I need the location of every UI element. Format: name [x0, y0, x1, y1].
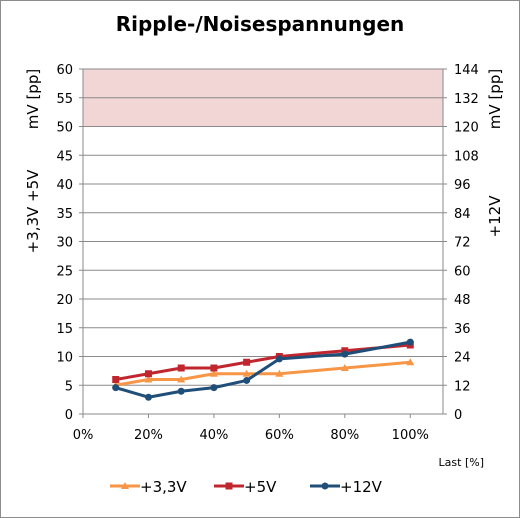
x-tick-label: 80% [330, 428, 359, 443]
x-axis-title: Last [%] [439, 456, 484, 469]
y-right-axis-title: +12V [486, 195, 504, 238]
data-point-33V [275, 369, 284, 377]
x-tick-label: 100% [392, 428, 429, 443]
data-point-12V [243, 376, 251, 384]
legend-marker-5V [225, 482, 233, 490]
data-point-33V [406, 358, 415, 366]
y-left-tick-label: 5 [65, 379, 73, 394]
y-left-tick-label: 50 [56, 121, 73, 136]
y-left-tick-label: 40 [56, 178, 73, 193]
data-point-33V [144, 375, 153, 383]
x-tick-label: 20% [134, 428, 163, 443]
y-right-tick-label: 36 [454, 322, 471, 337]
y-left-tick-label: 25 [56, 264, 73, 279]
y-right-tick-label: 84 [454, 207, 471, 222]
y-right-axis-unit: mV [pp] [486, 69, 504, 129]
data-point-5V [177, 364, 185, 372]
y-right-tick-label: 144 [454, 63, 479, 78]
data-point-12V [112, 384, 120, 392]
y-left-tick-label: 45 [56, 149, 73, 164]
data-point-33V [242, 369, 251, 377]
y-left-tick-label: 60 [56, 63, 73, 78]
data-point-33V [177, 375, 186, 383]
y-right-tick-label: 108 [454, 149, 479, 164]
y-left-tick-label: 35 [56, 207, 73, 222]
data-point-33V [340, 364, 349, 371]
data-point-33V [209, 369, 218, 377]
data-point-5V [112, 376, 120, 383]
y-right-tick-label: 0 [454, 408, 462, 423]
data-point-12V [341, 350, 349, 358]
y-left-tick-label: 10 [56, 351, 73, 366]
y-left-axis-unit: mV [pp] [24, 69, 42, 129]
y-right-tick-label: 72 [454, 236, 471, 251]
data-point-12V [406, 338, 414, 346]
data-point-5V [210, 364, 218, 372]
legend-marker-12V [321, 482, 329, 490]
y-right-tick-label: 12 [454, 379, 471, 394]
chart-title: Ripple-/Noisespannungen [115, 12, 405, 36]
y-left-tick-label: 20 [56, 293, 73, 308]
x-tick-label: 60% [265, 428, 294, 443]
y-right-tick-label: 48 [454, 293, 471, 308]
series-line-5V [115, 343, 411, 381]
y-left-tick-label: 30 [56, 236, 73, 251]
series-line-12V [115, 340, 411, 399]
y-left-tick-label: 15 [56, 322, 73, 337]
x-tick-label: 0% [73, 428, 94, 443]
y-left-tick-label: 0 [65, 408, 73, 423]
y-right-tick-label: 60 [454, 264, 471, 279]
data-point-12V [275, 355, 283, 363]
y-right-tick-label: 132 [454, 92, 479, 107]
data-point-12V [177, 387, 185, 395]
data-point-5V [144, 370, 152, 378]
series-line-33V [115, 360, 411, 387]
legend-marker-33V [121, 482, 129, 489]
y-right-tick-label: 120 [454, 121, 479, 136]
data-point-12V [210, 384, 218, 392]
data-point-5V [243, 358, 251, 366]
plot-border [82, 68, 444, 415]
y-left-axis-title: +3,3V +5V [24, 169, 42, 254]
legend-label-12V: +12V [340, 478, 383, 496]
y-right-tick-label: 24 [454, 351, 471, 366]
legend-label-5V: +5V [244, 478, 277, 496]
y-right-tick-label: 96 [454, 178, 471, 193]
x-tick-label: 40% [199, 428, 228, 443]
legend-label-33V: +3,3V [140, 478, 187, 496]
data-point-12V [144, 393, 152, 401]
y-left-tick-label: 55 [56, 92, 73, 107]
